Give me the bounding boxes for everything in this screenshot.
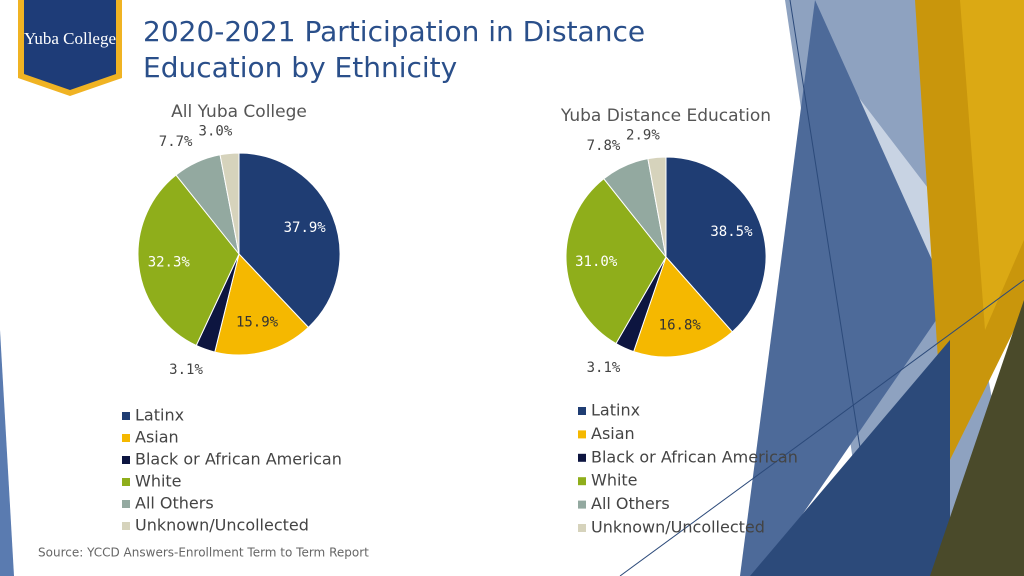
pie-slice: [647, 156, 667, 258]
legend-swatch: [122, 412, 130, 420]
data-label: 32.3%: [148, 254, 191, 270]
data-label: 3.1%: [587, 360, 621, 376]
data-label: 3.0%: [199, 124, 233, 140]
legend-swatch: [578, 524, 586, 532]
pie-slice: [137, 174, 240, 347]
data-label: 3.1%: [169, 362, 203, 378]
legend-swatch: [122, 478, 130, 486]
source: Source: YCCD Answers-Enrollment Term to …: [38, 546, 369, 560]
legend-swatch: [122, 434, 130, 442]
pie-title: Yuba Distance Education: [560, 106, 771, 126]
pie-title: All Yuba College: [171, 102, 307, 122]
data-label: 15.9%: [236, 314, 279, 330]
pie-slice: [565, 178, 667, 345]
logo-text: Yuba College: [24, 29, 116, 48]
legend-label: Black or African American: [591, 447, 798, 466]
data-label: 37.9%: [284, 220, 327, 236]
legend-swatch: [122, 522, 130, 530]
legend-swatch: [578, 500, 586, 509]
pie-slice: [238, 152, 341, 329]
data-label: 7.8%: [587, 138, 621, 154]
legend-label: Latinx: [135, 406, 184, 425]
data-label: 38.5%: [710, 224, 753, 240]
legend-label: Unknown/Uncollected: [591, 518, 765, 537]
legend-swatch: [578, 477, 586, 486]
legend-label: Black or African American: [135, 450, 342, 469]
pie-slice: [214, 252, 310, 356]
legend-swatch: [578, 453, 586, 462]
data-label: 16.8%: [659, 318, 702, 334]
legend-label: White: [591, 471, 638, 490]
pie-slice: [633, 256, 734, 358]
legend-label: Unknown/Uncollected: [135, 516, 309, 535]
legend-swatch: [122, 456, 130, 464]
legend-label: All Others: [591, 494, 670, 513]
legend-label: Asian: [591, 424, 635, 443]
legend-swatch: [578, 407, 586, 415]
legend-swatch: [578, 430, 586, 439]
legend-label: Asian: [135, 428, 179, 447]
data-label: 31.0%: [575, 254, 618, 270]
data-label: 7.7%: [159, 134, 193, 150]
legend-swatch: [122, 500, 130, 508]
data-label: 2.9%: [626, 128, 660, 144]
pie-slice: [665, 156, 767, 333]
logo: Yuba College: [18, 0, 122, 96]
legend-label: White: [135, 472, 182, 491]
legend-label: All Others: [135, 494, 214, 513]
slide-title: 2020-2021 Participation in Distance Educ…: [143, 15, 646, 84]
legend-label: Latinx: [591, 401, 640, 420]
pie-slice: [219, 152, 240, 255]
